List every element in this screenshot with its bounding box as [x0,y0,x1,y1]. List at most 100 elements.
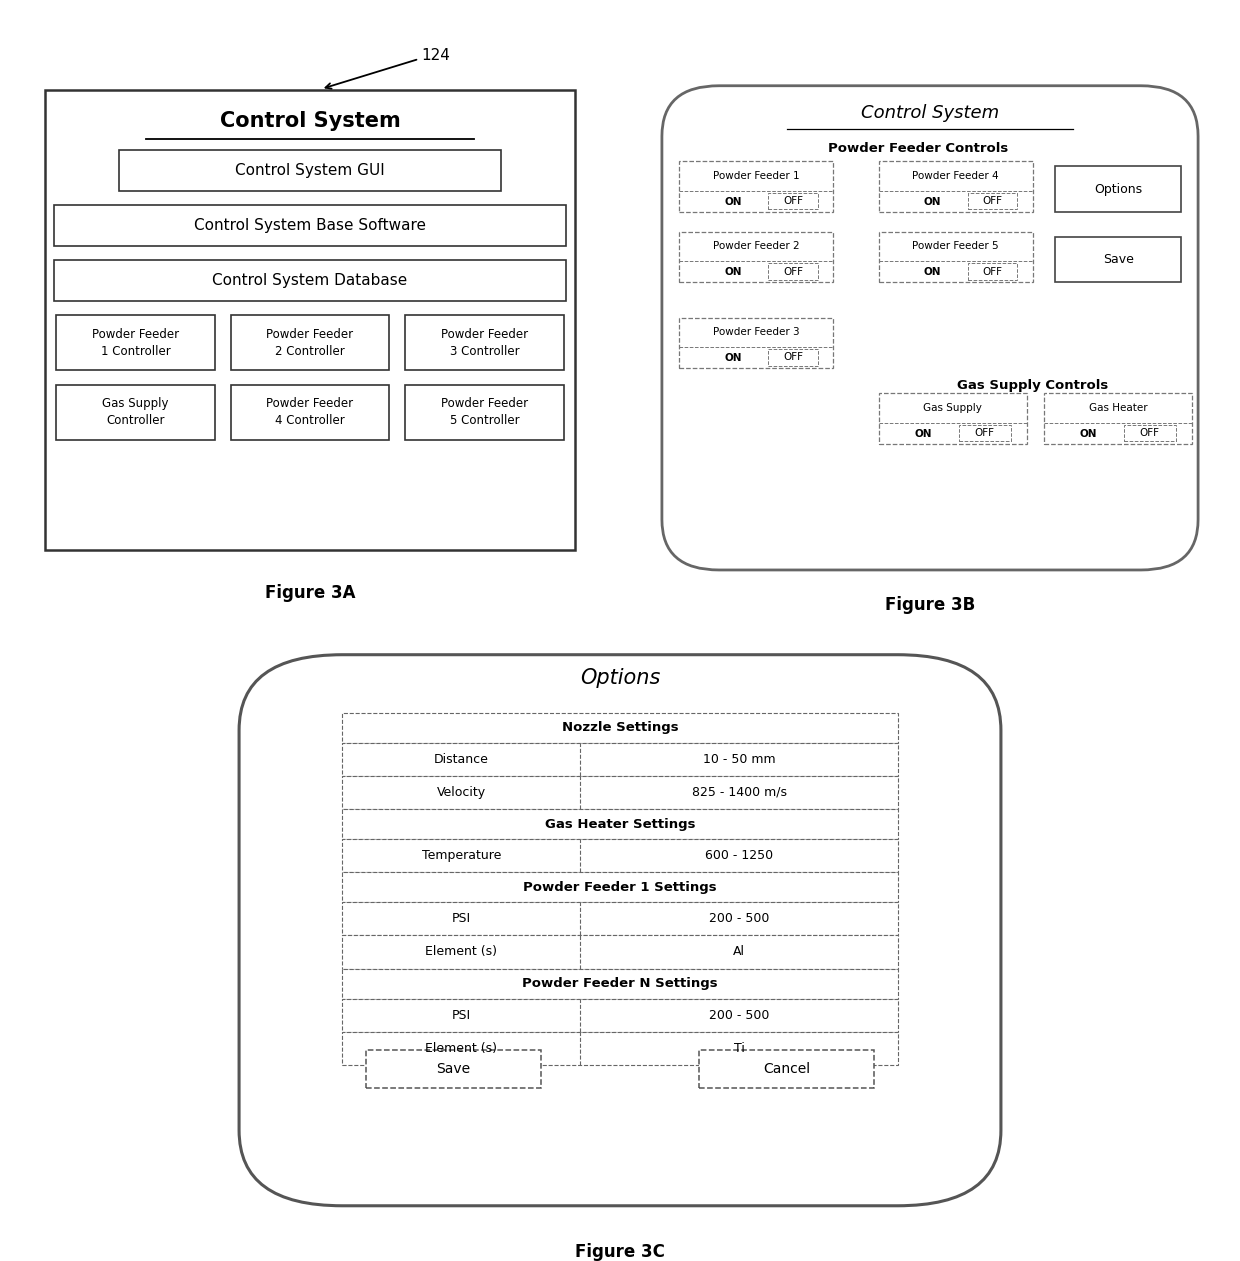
FancyBboxPatch shape [53,206,567,246]
Text: Powder Feeder
1 Controller: Powder Feeder 1 Controller [92,328,179,358]
Text: Powder Feeder
4 Controller: Powder Feeder 4 Controller [267,397,353,427]
Text: ON: ON [914,429,932,439]
FancyBboxPatch shape [366,1050,541,1088]
FancyBboxPatch shape [342,839,898,873]
FancyBboxPatch shape [119,150,501,190]
Text: Figure 3B: Figure 3B [885,596,975,614]
FancyBboxPatch shape [56,385,215,440]
Text: Powder Feeder
5 Controller: Powder Feeder 5 Controller [441,397,528,427]
Text: Powder Feeder 1 Settings: Powder Feeder 1 Settings [523,881,717,894]
FancyBboxPatch shape [879,393,1027,444]
Text: Temperature: Temperature [422,849,501,863]
Text: 825 - 1400 m/s: 825 - 1400 m/s [692,786,786,799]
Text: Powder Feeder 3: Powder Feeder 3 [713,327,800,337]
Text: 200 - 500: 200 - 500 [709,1009,769,1021]
FancyBboxPatch shape [769,349,817,366]
FancyBboxPatch shape [342,968,898,999]
Text: Powder Feeder 4: Powder Feeder 4 [913,170,999,180]
Text: Gas Heater Settings: Gas Heater Settings [544,817,696,831]
FancyBboxPatch shape [879,161,1033,212]
Text: Velocity: Velocity [436,786,486,799]
Text: Nozzle Settings: Nozzle Settings [562,721,678,734]
FancyBboxPatch shape [53,260,567,301]
Text: OFF: OFF [782,195,804,206]
FancyBboxPatch shape [342,936,898,968]
Text: Gas Supply: Gas Supply [924,402,982,412]
FancyBboxPatch shape [959,425,1011,441]
FancyBboxPatch shape [1055,237,1180,282]
FancyBboxPatch shape [342,903,898,936]
FancyBboxPatch shape [680,161,833,212]
Text: ON: ON [924,267,941,277]
FancyBboxPatch shape [680,318,833,368]
FancyBboxPatch shape [1055,166,1180,212]
Text: ON: ON [924,197,941,207]
Text: ON: ON [724,353,742,363]
Text: Powder Feeder Controls: Powder Feeder Controls [828,142,1008,155]
FancyBboxPatch shape [342,873,898,903]
FancyBboxPatch shape [405,385,564,440]
Text: 124: 124 [422,48,450,63]
Text: Powder Feeder
3 Controller: Powder Feeder 3 Controller [441,328,528,358]
FancyBboxPatch shape [231,315,389,371]
FancyBboxPatch shape [405,315,564,371]
Text: PSI: PSI [451,1009,471,1021]
FancyBboxPatch shape [342,810,898,839]
Text: Control System: Control System [861,105,999,122]
Text: Options: Options [580,668,660,689]
Text: 10 - 50 mm: 10 - 50 mm [703,753,775,765]
Text: Powder Feeder 2: Powder Feeder 2 [713,241,800,251]
FancyBboxPatch shape [46,90,574,550]
Text: Powder Feeder 5: Powder Feeder 5 [913,241,999,251]
FancyBboxPatch shape [342,743,898,776]
Text: ON: ON [1080,429,1097,439]
FancyBboxPatch shape [879,232,1033,282]
Text: ON: ON [724,197,742,207]
Text: Control System Database: Control System Database [212,274,408,288]
FancyBboxPatch shape [699,1050,874,1088]
FancyBboxPatch shape [239,654,1001,1206]
FancyBboxPatch shape [769,193,817,209]
FancyBboxPatch shape [342,1031,898,1064]
Text: Figure 3C: Figure 3C [575,1243,665,1261]
FancyBboxPatch shape [1125,425,1176,441]
Text: Save: Save [436,1062,470,1076]
Text: OFF: OFF [782,266,804,276]
Text: Figure 3A: Figure 3A [265,584,355,603]
Text: Control System GUI: Control System GUI [236,163,384,178]
Text: ON: ON [724,267,742,277]
FancyBboxPatch shape [968,193,1017,209]
FancyBboxPatch shape [342,999,898,1031]
Text: Ti: Ti [734,1042,744,1054]
Text: OFF: OFF [782,352,804,362]
Text: 600 - 1250: 600 - 1250 [706,849,773,863]
Text: PSI: PSI [451,913,471,926]
Text: Control System Base Software: Control System Base Software [193,218,427,233]
FancyBboxPatch shape [662,86,1198,570]
Text: Element (s): Element (s) [425,946,497,958]
Text: Distance: Distance [434,753,489,765]
Text: OFF: OFF [1140,427,1159,438]
Text: Gas Supply Controls: Gas Supply Controls [957,380,1109,392]
Text: OFF: OFF [982,266,1003,276]
FancyBboxPatch shape [342,712,898,743]
Text: Save: Save [1102,253,1133,266]
Text: Options: Options [1094,183,1142,195]
Text: OFF: OFF [973,427,994,438]
Text: OFF: OFF [982,195,1003,206]
Text: Al: Al [733,946,745,958]
Text: Control System: Control System [219,111,401,131]
FancyBboxPatch shape [680,232,833,282]
Text: Powder Feeder N Settings: Powder Feeder N Settings [522,977,718,990]
FancyBboxPatch shape [769,264,817,280]
FancyBboxPatch shape [231,385,389,440]
Text: Gas Supply
Controller: Gas Supply Controller [102,397,169,427]
Text: 200 - 500: 200 - 500 [709,913,769,926]
Text: Powder Feeder 1: Powder Feeder 1 [713,170,800,180]
FancyBboxPatch shape [1044,393,1193,444]
FancyBboxPatch shape [968,264,1017,280]
FancyBboxPatch shape [56,315,215,371]
Text: Gas Heater: Gas Heater [1089,402,1147,412]
Text: Cancel: Cancel [763,1062,810,1076]
FancyBboxPatch shape [342,776,898,810]
